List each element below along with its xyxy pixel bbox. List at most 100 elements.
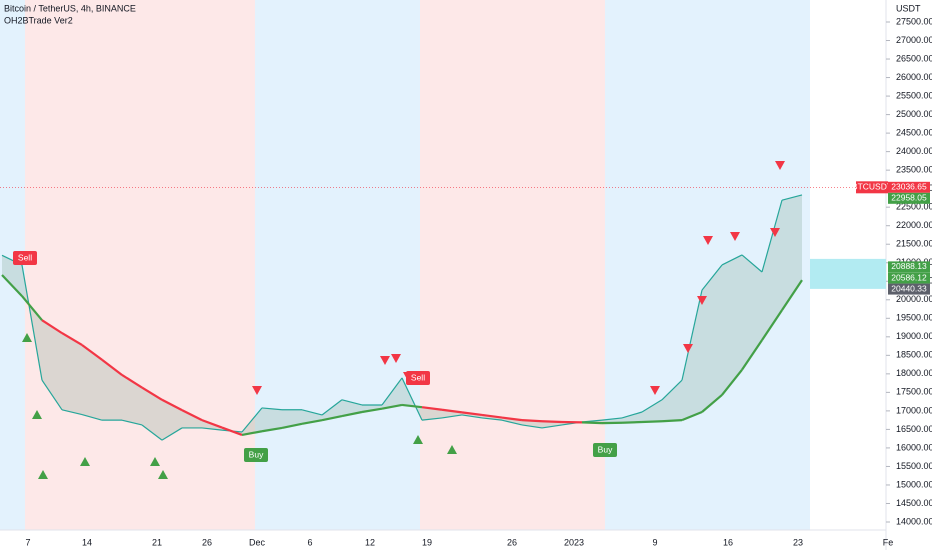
y-tick-label: 14500.00: [896, 498, 932, 508]
ma-segment: [761, 309, 783, 341]
price-segment: [341, 399, 363, 406]
ma-segment: [461, 411, 483, 417]
price-tag-bg: [888, 261, 930, 273]
ma-segment: [641, 420, 663, 424]
x-tick-label: 23: [793, 537, 803, 547]
ma-segment: [1, 274, 23, 297]
sell-signal: [703, 236, 713, 245]
price-segment: [261, 407, 283, 411]
ma-segment: [341, 410, 363, 418]
ma-segment: [421, 406, 443, 411]
price-segment: [661, 379, 683, 401]
ma-segment: [581, 421, 603, 425]
ma-segment: [261, 426, 283, 433]
sell-signal: [775, 161, 785, 170]
sell-signal: [770, 228, 780, 237]
price-tag: 20888.13: [891, 261, 927, 271]
tag-bg: [856, 181, 888, 194]
sell-signal: [683, 344, 693, 353]
y-tick-label: 16500.00: [896, 424, 932, 434]
sell-signal: [730, 232, 740, 241]
y-tick-label: 24000.00: [896, 146, 932, 156]
ma-segment: [161, 398, 183, 412]
ma-segment: [61, 332, 83, 346]
y-tick-label: 20000.00: [896, 294, 932, 304]
x-tick-label: 6: [307, 537, 312, 547]
ma-segment: [501, 416, 523, 422]
buy-signal: [447, 445, 457, 454]
y-tick-label: 14000.00: [896, 516, 932, 526]
price-segment: [541, 424, 563, 429]
zone: [810, 258, 886, 289]
ma-segment: [381, 403, 403, 410]
price-segment: [241, 407, 263, 433]
sell-signal: [252, 386, 262, 395]
y-tick-label: 26500.00: [896, 53, 932, 63]
ma-segment: [81, 344, 103, 361]
y-tick-label: 21500.00: [896, 239, 932, 249]
price-tag-bg: [888, 181, 930, 193]
price-segment: [121, 419, 143, 426]
bg-band: [255, 0, 420, 530]
x-tick-label: 21: [152, 537, 162, 547]
price-tag: 23036.65: [891, 182, 927, 192]
chart-title: Bitcoin / TetherUS, 4h, BINANCE: [4, 3, 136, 13]
ma-segment: [41, 319, 63, 335]
x-tick-label: 26: [507, 537, 517, 547]
price-segment: [641, 399, 663, 413]
price-segment: [681, 290, 703, 381]
fill-area: [2, 194, 802, 441]
y-tick-label: 16000.00: [896, 442, 932, 452]
price-segment: [401, 377, 423, 421]
buy-signal: [413, 435, 423, 444]
ma-segment: [741, 339, 763, 371]
buy-signal: [150, 457, 160, 466]
ma-segment: [321, 414, 343, 422]
ma-segment: [281, 422, 303, 430]
price-tag-bg: [888, 283, 930, 295]
ma-segment: [721, 369, 743, 396]
price-tag-bg: [888, 272, 930, 284]
y-tick-label: 27000.00: [896, 35, 932, 45]
y-tick-label: 17500.00: [896, 387, 932, 397]
ma-segment: [481, 413, 503, 419]
price-tag: 20586.12: [891, 272, 927, 282]
symbol-tag: BTCUSDT: [852, 182, 892, 192]
ma-segment: [521, 419, 543, 423]
ma-segment: [121, 374, 143, 389]
ma-segment: [221, 426, 243, 436]
x-tick-label: 7: [25, 537, 30, 547]
y-tick-label: 24500.00: [896, 127, 932, 137]
ma-segment: [101, 358, 123, 376]
x-tick-label: 9: [652, 537, 657, 547]
annotation: Buy: [249, 449, 264, 459]
y-tick-label: 27500.00: [896, 16, 932, 26]
price-segment: [141, 424, 163, 441]
price-segment: [741, 254, 763, 273]
x-tick-label: 26: [202, 537, 212, 547]
price-segment: [521, 424, 543, 429]
sell-signal: [650, 386, 660, 395]
price-segment: [601, 417, 623, 421]
buy-signal: [158, 470, 168, 479]
y-tick-label: 25000.00: [896, 109, 932, 119]
y-tick-label: 17000.00: [896, 405, 932, 415]
buy-signal: [38, 470, 48, 479]
sell-signal: [380, 356, 390, 365]
ma-segment: [301, 419, 323, 425]
annotation: Sell: [411, 372, 425, 382]
buy-signal: [80, 457, 90, 466]
x-tick-label: Fe: [883, 537, 894, 547]
buy-signal: [22, 333, 32, 342]
price-segment: [621, 411, 643, 419]
y-tick-label: 18000.00: [896, 368, 932, 378]
price-segment: [481, 417, 503, 421]
bg-band: [605, 0, 810, 530]
y-axis-label: USDT: [896, 3, 921, 13]
price-segment: [761, 199, 783, 273]
ma-segment: [201, 419, 223, 429]
ma-segment: [181, 409, 203, 422]
chart-subtitle: OH2BTrade Ver2: [4, 15, 73, 25]
ma-segment: [141, 386, 163, 401]
y-tick-label: 26000.00: [896, 72, 932, 82]
